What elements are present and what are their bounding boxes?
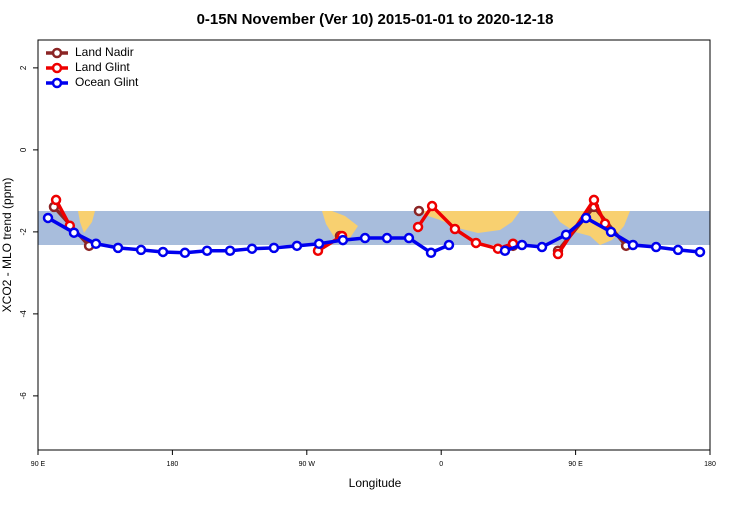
legend-marker bbox=[51, 47, 63, 59]
data-point bbox=[50, 194, 62, 206]
data-point bbox=[135, 244, 147, 256]
data-point bbox=[412, 221, 424, 233]
data-point bbox=[694, 246, 706, 258]
data-point bbox=[224, 245, 236, 256]
x-axis-label: Longitude bbox=[349, 476, 402, 490]
data-point bbox=[68, 227, 80, 238]
data-point bbox=[42, 212, 54, 224]
data-point bbox=[552, 248, 564, 260]
y-axis-label: XCO2 - MLO trend (ppm) bbox=[0, 178, 14, 313]
y-tick-label: -4 bbox=[19, 310, 28, 318]
y-tick-label: 0 bbox=[19, 147, 28, 152]
data-point bbox=[90, 238, 102, 250]
data-point bbox=[536, 241, 548, 253]
data-point bbox=[381, 232, 393, 244]
data-point bbox=[413, 205, 425, 217]
legend-label: Land Nadir bbox=[75, 45, 134, 59]
data-point bbox=[291, 240, 303, 252]
data-point bbox=[650, 241, 662, 253]
y-tick-label: 2 bbox=[19, 65, 28, 70]
data-point bbox=[426, 200, 438, 212]
data-point bbox=[246, 243, 258, 254]
chart-title: 0-15N November (Ver 10) 2015-01-01 to 20… bbox=[197, 11, 554, 28]
data-point bbox=[201, 245, 213, 256]
data-point bbox=[605, 226, 617, 238]
data-point bbox=[516, 239, 528, 251]
data-point bbox=[268, 242, 280, 254]
x-tick-label: 180 bbox=[167, 461, 179, 468]
data-point bbox=[627, 239, 639, 251]
data-point bbox=[470, 237, 482, 249]
data-point bbox=[580, 212, 592, 224]
legend-label: Ocean Glint bbox=[75, 75, 139, 89]
data-point bbox=[337, 234, 349, 246]
data-point bbox=[157, 246, 169, 258]
plot-frame bbox=[37, 39, 711, 451]
data-point bbox=[359, 232, 371, 244]
x-tick-label: 90 E bbox=[568, 461, 583, 468]
data-point bbox=[499, 245, 511, 256]
x-tick-label: 90 E bbox=[31, 461, 46, 468]
data-point bbox=[443, 239, 455, 251]
data-point bbox=[179, 247, 191, 259]
data-point bbox=[449, 223, 461, 235]
legend-marker bbox=[51, 62, 63, 74]
x-tick-label: 180 bbox=[704, 461, 716, 468]
data-point bbox=[672, 244, 684, 256]
data-point bbox=[112, 242, 124, 254]
legend-marker bbox=[51, 77, 63, 89]
x-tick-label: 0 bbox=[439, 461, 443, 468]
y-tick-label: -2 bbox=[19, 228, 28, 236]
legend-label: Land Glint bbox=[75, 60, 130, 74]
x-tick-label: 90 W bbox=[299, 461, 316, 468]
data-point bbox=[560, 229, 572, 240]
data-point bbox=[425, 247, 437, 259]
y-tick-label: -6 bbox=[19, 392, 28, 400]
data-point bbox=[588, 194, 600, 206]
data-point bbox=[403, 232, 415, 244]
data-point bbox=[313, 238, 325, 250]
